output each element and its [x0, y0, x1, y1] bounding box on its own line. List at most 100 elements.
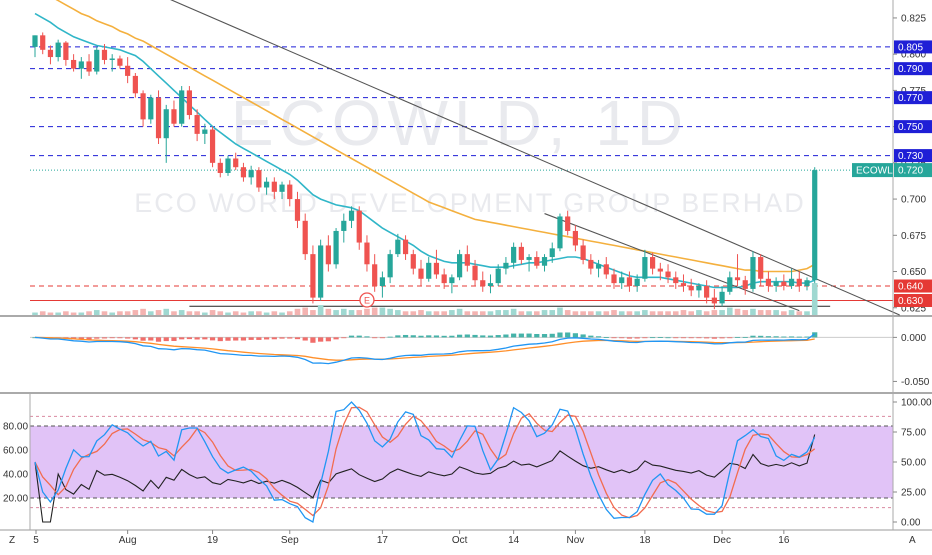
macd-histogram-bar — [132, 337, 138, 340]
price-pane[interactable]: E — [30, 0, 900, 316]
time-tick-label: 16 — [778, 535, 790, 546]
candle-body — [86, 61, 92, 72]
macd-histogram-bar — [704, 337, 710, 339]
watermark-company: ECO WORLD DEVELOPMENT GROUP BERHAD — [134, 188, 806, 218]
macd-histogram-bar — [171, 337, 177, 341]
volume-bar — [240, 312, 247, 315]
candle-body — [209, 129, 216, 163]
candle-body — [341, 220, 347, 231]
volume-bar — [341, 308, 347, 315]
candle-body — [140, 93, 146, 120]
volume-bar — [140, 308, 146, 315]
candle-body — [186, 90, 192, 116]
volume-bar — [788, 310, 795, 315]
volume-bar — [364, 308, 370, 315]
candle-body — [179, 90, 185, 124]
volume-bar — [371, 307, 378, 315]
price-level-tag — [894, 279, 932, 293]
volume-bar — [811, 283, 818, 315]
macd-histogram-bar — [209, 337, 216, 341]
candle-body — [765, 278, 771, 287]
candle-body — [364, 242, 370, 265]
volume-bar — [773, 310, 779, 315]
volume-bar — [727, 307, 733, 315]
macd-histogram-bar — [240, 337, 247, 341]
candle-body — [441, 274, 447, 284]
macd-histogram-bar — [595, 336, 602, 338]
volume-bar — [155, 310, 162, 315]
macd-histogram-bar — [742, 336, 748, 338]
macd-line — [34, 333, 816, 365]
volume-bar — [433, 311, 440, 315]
candle-body — [94, 49, 100, 72]
candle-body — [472, 265, 478, 281]
volume-bar — [325, 308, 332, 315]
time-tick-label: 5 — [33, 535, 39, 546]
volume-bar — [649, 311, 656, 315]
volume-bar — [534, 311, 540, 315]
volume-bar — [549, 310, 556, 315]
candle-body — [217, 162, 223, 173]
macd-histogram-bar — [541, 334, 548, 338]
macd-histogram-bar — [480, 335, 486, 338]
candle-body — [680, 283, 687, 287]
candle-body — [325, 245, 331, 265]
volume-bar — [317, 305, 324, 315]
volume-bar — [395, 310, 401, 315]
volume-bar — [472, 311, 478, 315]
candle-body — [63, 42, 69, 60]
macd-histogram-bar — [511, 333, 517, 338]
macd-histogram-bar — [333, 337, 339, 340]
candle-body — [125, 65, 131, 76]
macd-histogram-bar — [588, 335, 594, 338]
volume-bar — [63, 311, 69, 315]
time-tick-label: 17 — [377, 535, 389, 546]
volume-bar — [456, 308, 463, 315]
left-scale-badge: Z — [9, 535, 15, 546]
macd-histogram-bar — [78, 337, 84, 340]
candle-body — [155, 97, 162, 139]
macd-pane[interactable] — [30, 332, 893, 365]
candle-body — [534, 257, 540, 266]
candle-body — [395, 239, 401, 255]
volume-bar — [109, 312, 115, 315]
candle-body — [734, 277, 741, 281]
candle-body — [457, 254, 463, 278]
volume-bar — [750, 308, 756, 315]
volume-bar — [626, 311, 633, 315]
volume-bar — [225, 312, 231, 315]
volume-bar — [39, 311, 46, 315]
price-level-tag — [894, 91, 932, 105]
candle-body — [194, 115, 200, 134]
volume-bar — [117, 311, 123, 315]
volume-bar — [178, 310, 185, 315]
candle-body — [163, 109, 169, 139]
volume-bar — [711, 310, 718, 315]
volume-bar — [124, 311, 131, 315]
macd-histogram-bar — [256, 337, 262, 340]
candle-body — [572, 230, 578, 246]
volume-bar — [294, 308, 301, 315]
volume-bar — [256, 311, 262, 315]
candle-body — [788, 278, 795, 287]
oscillator-right-tick: 75.00 — [901, 428, 926, 439]
price-tick-label: 0.800 — [901, 50, 926, 61]
candle-body — [264, 181, 270, 188]
volume-bar — [603, 311, 610, 315]
candle-body — [271, 181, 277, 192]
volume-bar — [271, 311, 278, 315]
candle-body — [148, 97, 154, 120]
moving-average-slow — [55, 0, 816, 273]
macd-histogram-bar — [634, 337, 640, 339]
macd-histogram-bar — [402, 334, 409, 338]
candle-body — [117, 58, 123, 66]
volume-bar — [495, 310, 501, 315]
volume-bar — [526, 311, 532, 315]
candle-body — [549, 248, 555, 258]
candle-body — [480, 280, 486, 287]
stoch-d-line — [34, 406, 816, 519]
price-level-tag — [894, 294, 932, 308]
oscillator-pane[interactable] — [30, 401, 893, 524]
